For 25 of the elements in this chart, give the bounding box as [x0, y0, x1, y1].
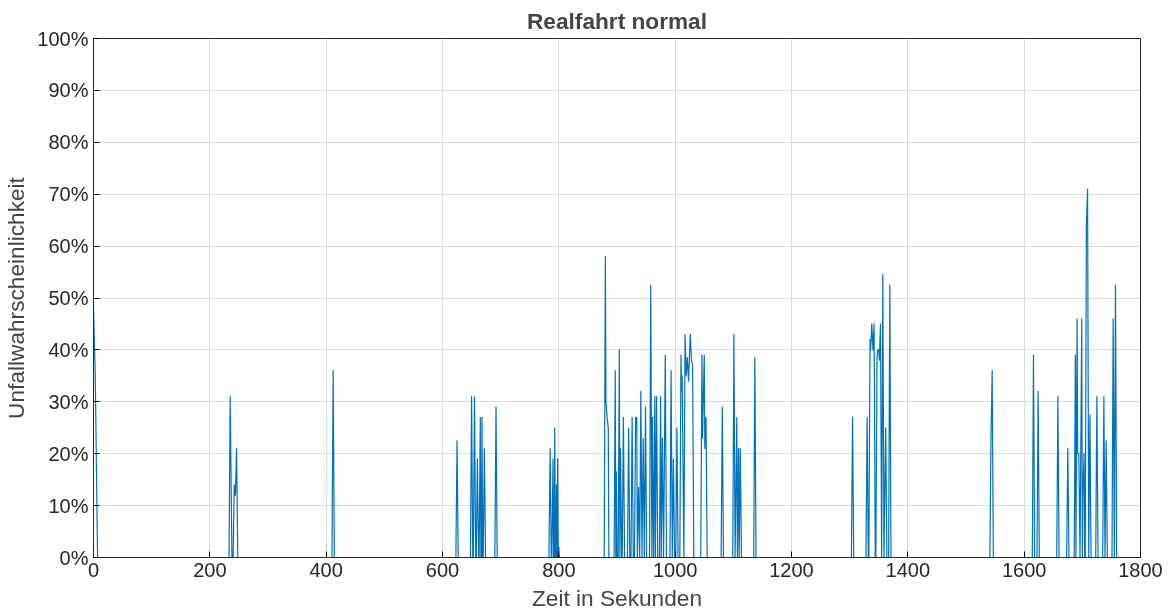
y-tick-label: 80% [48, 131, 89, 154]
y-tick-label: 20% [48, 442, 89, 465]
y-axis-title: Unfallwahrscheinlichkeit [3, 176, 30, 419]
x-tick-label: 1800 [1118, 558, 1163, 581]
x-tick-label: 1000 [652, 558, 698, 581]
y-tick-label: 60% [48, 235, 89, 258]
x-tick-label: 1200 [769, 558, 814, 581]
y-tick-label: 0% [59, 546, 89, 569]
x-tick-label: 0 [87, 558, 100, 581]
y-tick-label: 70% [48, 183, 89, 206]
y-tick-label: 30% [48, 390, 89, 413]
chart-title: Realfahrt normal [526, 7, 708, 34]
y-tick-label: 100% [37, 27, 89, 50]
x-tick-label: 200 [193, 558, 227, 581]
y-tick-label: 90% [48, 79, 89, 102]
y-tick-label: 50% [48, 287, 89, 309]
x-tick-label: 400 [309, 558, 343, 581]
x-axis-title: Zeit in Sekunden [531, 584, 703, 611]
x-tick-label: 1400 [885, 558, 931, 581]
y-tick-label: 10% [48, 494, 89, 517]
y-tick-label: 40% [48, 338, 89, 361]
x-tick-label: 1600 [1001, 558, 1047, 581]
line-series [93, 188, 1118, 558]
x-tick-label: 800 [542, 558, 576, 581]
x-tick-label: 600 [425, 558, 460, 581]
